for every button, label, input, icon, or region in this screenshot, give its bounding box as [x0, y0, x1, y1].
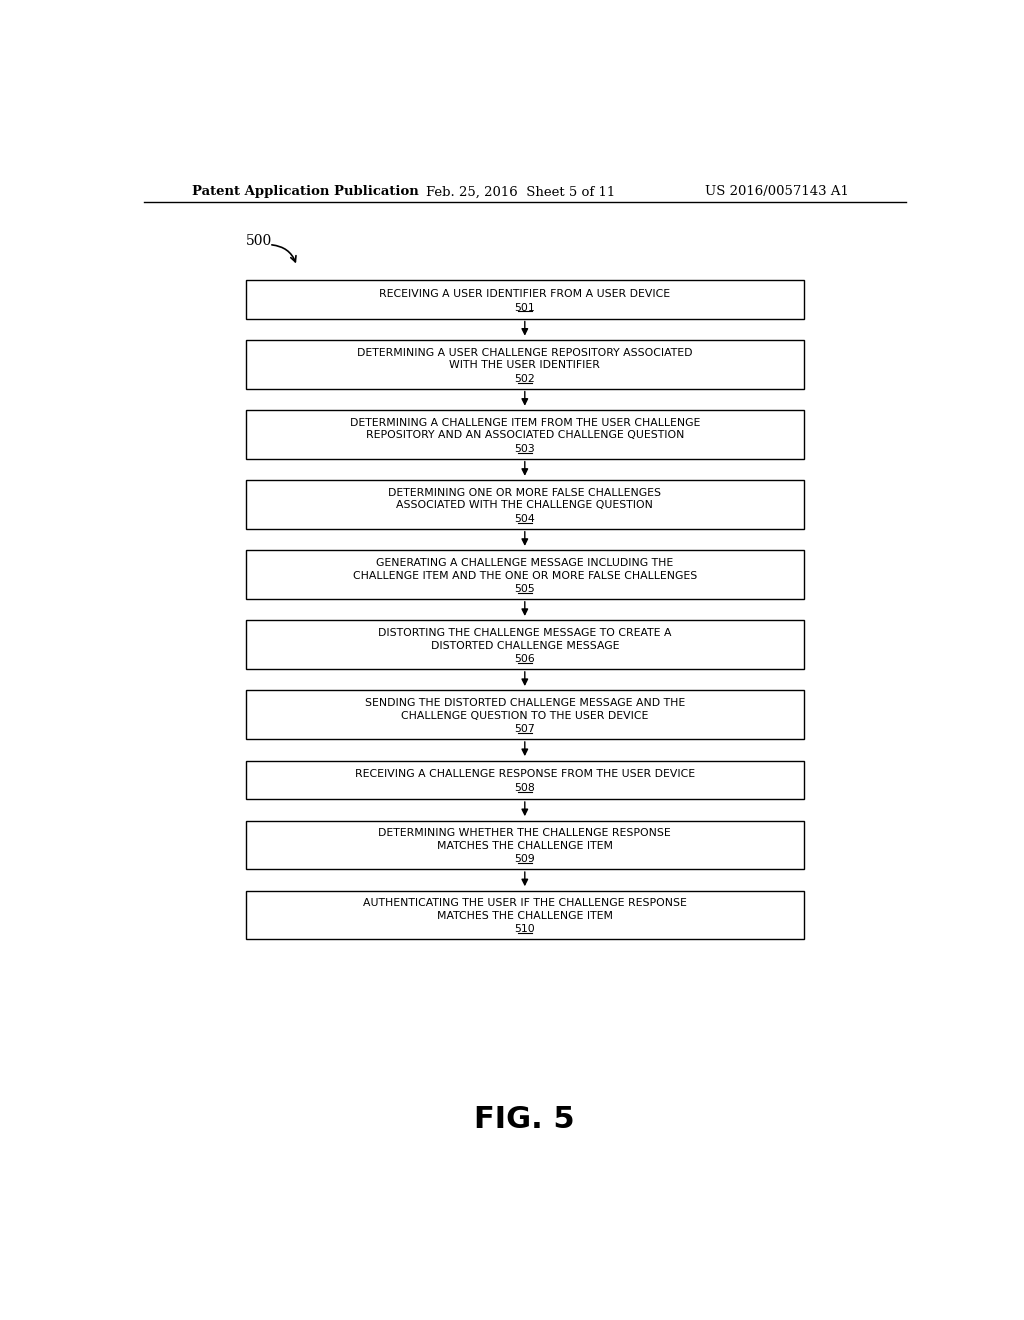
Text: DETERMINING WHETHER THE CHALLENGE RESPONSE: DETERMINING WHETHER THE CHALLENGE RESPON… [379, 828, 671, 838]
Text: WITH THE USER IDENTIFIER: WITH THE USER IDENTIFIER [450, 360, 600, 371]
Text: RECEIVING A USER IDENTIFIER FROM A USER DEVICE: RECEIVING A USER IDENTIFIER FROM A USER … [379, 289, 671, 298]
Text: 501: 501 [514, 302, 536, 313]
Text: 507: 507 [514, 725, 536, 734]
Text: DISTORTED CHALLENGE MESSAGE: DISTORTED CHALLENGE MESSAGE [430, 640, 620, 651]
Text: Patent Application Publication: Patent Application Publication [191, 185, 418, 198]
Bar [246, 760, 804, 799]
Text: DETERMINING A CHALLENGE ITEM FROM THE USER CHALLENGE: DETERMINING A CHALLENGE ITEM FROM THE US… [349, 418, 700, 428]
Text: 510: 510 [514, 924, 536, 935]
Bar [246, 690, 804, 739]
Text: 503: 503 [514, 444, 536, 454]
Text: 504: 504 [514, 513, 536, 524]
Text: DISTORTING THE CHALLENGE MESSAGE TO CREATE A: DISTORTING THE CHALLENGE MESSAGE TO CREA… [378, 628, 672, 638]
Bar [246, 550, 804, 599]
Bar [246, 891, 804, 940]
Text: FIG. 5: FIG. 5 [474, 1105, 575, 1134]
Text: DETERMINING ONE OR MORE FALSE CHALLENGES: DETERMINING ONE OR MORE FALSE CHALLENGES [388, 488, 662, 498]
Text: DETERMINING A USER CHALLENGE REPOSITORY ASSOCIATED: DETERMINING A USER CHALLENGE REPOSITORY … [357, 347, 692, 358]
FancyArrowPatch shape [271, 244, 296, 261]
Text: REPOSITORY AND AN ASSOCIATED CHALLENGE QUESTION: REPOSITORY AND AN ASSOCIATED CHALLENGE Q… [366, 430, 684, 441]
Text: US 2016/0057143 A1: US 2016/0057143 A1 [706, 185, 849, 198]
Text: AUTHENTICATING THE USER IF THE CHALLENGE RESPONSE: AUTHENTICATING THE USER IF THE CHALLENGE… [362, 899, 687, 908]
Bar [246, 480, 804, 529]
Text: RECEIVING A CHALLENGE RESPONSE FROM THE USER DEVICE: RECEIVING A CHALLENGE RESPONSE FROM THE … [354, 770, 695, 779]
Text: 509: 509 [514, 854, 536, 865]
Text: ASSOCIATED WITH THE CHALLENGE QUESTION: ASSOCIATED WITH THE CHALLENGE QUESTION [396, 500, 653, 511]
Text: 500: 500 [246, 234, 272, 248]
Bar [246, 821, 804, 869]
Text: MATCHES THE CHALLENGE ITEM: MATCHES THE CHALLENGE ITEM [437, 911, 612, 921]
Bar [246, 341, 804, 388]
Text: 505: 505 [514, 585, 536, 594]
Text: Feb. 25, 2016  Sheet 5 of 11: Feb. 25, 2016 Sheet 5 of 11 [426, 185, 615, 198]
Bar [246, 620, 804, 669]
Text: SENDING THE DISTORTED CHALLENGE MESSAGE AND THE: SENDING THE DISTORTED CHALLENGE MESSAGE … [365, 698, 685, 708]
Text: 506: 506 [514, 655, 536, 664]
Text: MATCHES THE CHALLENGE ITEM: MATCHES THE CHALLENGE ITEM [437, 841, 612, 851]
Text: CHALLENGE ITEM AND THE ONE OR MORE FALSE CHALLENGES: CHALLENGE ITEM AND THE ONE OR MORE FALSE… [352, 570, 697, 581]
Text: 508: 508 [514, 783, 536, 793]
Text: 502: 502 [514, 374, 536, 384]
Text: CHALLENGE QUESTION TO THE USER DEVICE: CHALLENGE QUESTION TO THE USER DEVICE [401, 710, 648, 721]
Text: GENERATING A CHALLENGE MESSAGE INCLUDING THE: GENERATING A CHALLENGE MESSAGE INCLUDING… [376, 558, 674, 568]
Bar [246, 280, 804, 318]
Bar [246, 411, 804, 459]
